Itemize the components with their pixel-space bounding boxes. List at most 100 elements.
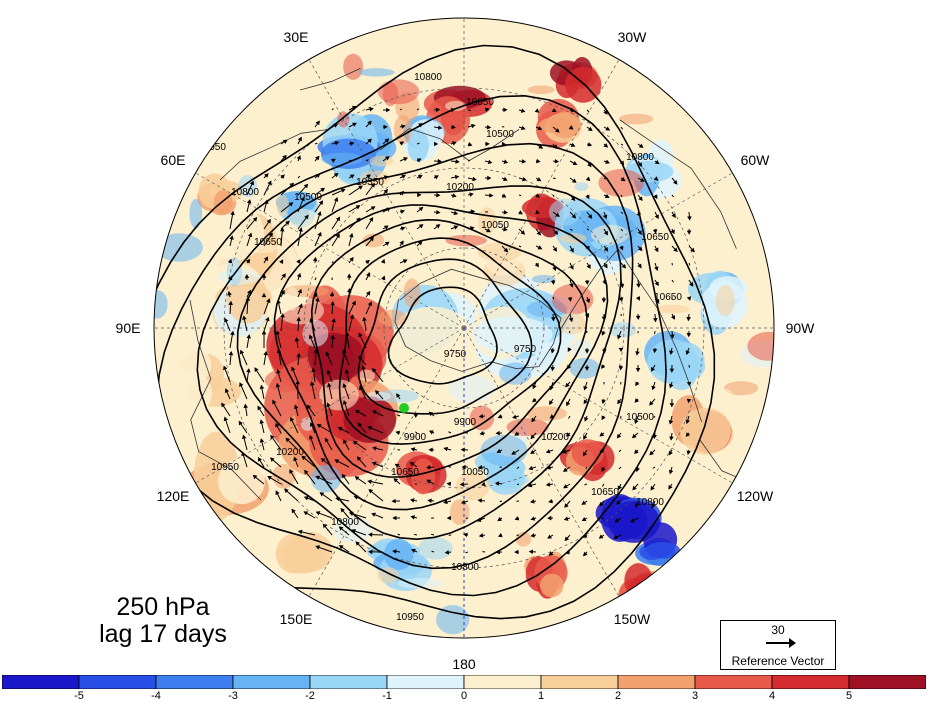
- wind-vector: [516, 483, 520, 486]
- wind-vector-head: [383, 188, 388, 194]
- wind-vector-head: [599, 502, 604, 507]
- wind-vector-head: [651, 385, 656, 391]
- wind-vector-head: [322, 523, 328, 529]
- anomaly-patch: [590, 224, 629, 245]
- wind-vector: [620, 415, 622, 419]
- wind-vector-head: [366, 272, 371, 278]
- wind-vector-head: [453, 210, 459, 216]
- longitude-label: 120W: [737, 488, 774, 504]
- wind-vector-head: [631, 433, 637, 439]
- wind-vector-head: [503, 210, 509, 215]
- wind-vector: [467, 109, 471, 112]
- wind-vector-head: [315, 511, 321, 516]
- wind-vector: [552, 296, 555, 300]
- wind-vector-head: [284, 488, 289, 494]
- contour-label: 10650: [391, 467, 419, 478]
- contour-label: 10800: [451, 562, 479, 573]
- wind-vector-head: [270, 434, 275, 440]
- wind-vector-head: [545, 482, 551, 487]
- wind-vector-head: [298, 303, 303, 309]
- reference-arrow-icon: [766, 638, 796, 648]
- wind-vector-head: [333, 197, 339, 202]
- anomaly-patch: [531, 274, 556, 284]
- wind-vector-head: [280, 313, 285, 318]
- wind-vector-head: [355, 541, 360, 546]
- wind-vector-head: [481, 481, 486, 487]
- wind-vector-head: [344, 368, 350, 374]
- wind-vector-head: [280, 174, 285, 179]
- longitude-label: 60E: [161, 152, 186, 168]
- contour-label: 10200: [541, 432, 569, 443]
- wind-vector: [552, 194, 555, 198]
- coastline: [299, 68, 361, 91]
- wind-vector-head: [496, 448, 502, 453]
- wind-vector-head: [355, 205, 361, 210]
- coastline: [379, 128, 520, 162]
- wind-vector-head: [671, 213, 676, 219]
- anomaly-patch: [383, 538, 414, 571]
- anomaly-patch: [358, 68, 395, 77]
- wind-vector-head: [352, 122, 357, 127]
- anomaly-patch: [407, 129, 429, 163]
- wind-vector-head: [385, 156, 390, 161]
- wind-vector-head: [358, 185, 363, 190]
- wind-vector-head: [245, 296, 251, 301]
- wind-vector-head: [635, 315, 641, 321]
- wind-vector-head: [288, 202, 294, 207]
- wind-vector: [518, 245, 522, 248]
- wind-vector-head: [418, 123, 424, 128]
- anomaly-patch: [302, 319, 329, 347]
- wind-vector-head: [289, 416, 295, 422]
- wind-vector: [465, 551, 469, 554]
- wind-vector-head: [687, 216, 692, 221]
- wind-vector-head: [583, 385, 588, 391]
- wind-vector-head: [546, 465, 551, 470]
- reference-vector-magnitude: 30: [771, 623, 785, 637]
- wind-vector-head: [285, 220, 290, 226]
- wind-vector: [499, 500, 503, 503]
- height-contour: [357, 258, 533, 415]
- wind-vector-head: [673, 180, 678, 185]
- anomaly-patch: [515, 531, 532, 547]
- wind-vector-head: [303, 511, 309, 516]
- wind-vector-head: [369, 236, 374, 242]
- wind-vector-head: [584, 280, 590, 285]
- wind-vector-head: [368, 549, 373, 555]
- height-contour: [387, 286, 498, 385]
- wind-vector-head: [418, 206, 424, 212]
- wind-vector-head: [634, 503, 639, 508]
- wind-vector-head: [427, 498, 432, 503]
- wind-vector-head: [635, 296, 641, 301]
- wind-vector-head: [247, 232, 253, 238]
- wind-vector-head: [630, 518, 635, 523]
- wind-vector-head: [331, 318, 336, 323]
- wind-vector-head: [531, 417, 536, 423]
- wind-vector-head: [650, 367, 656, 372]
- wind-vector: [348, 159, 352, 162]
- wind-vector-head: [535, 209, 540, 215]
- wind-vector: [314, 277, 317, 281]
- wind-vector-head: [280, 289, 285, 295]
- latitude-circle: [303, 167, 625, 489]
- wind-vector-head: [446, 515, 451, 521]
- wind-vector-head: [584, 312, 590, 318]
- contour-label: 10800: [636, 497, 664, 508]
- coastline: [394, 268, 562, 372]
- wind-vector-head: [367, 301, 373, 307]
- wind-vector-head: [552, 266, 557, 272]
- anomaly-patch: [218, 458, 265, 505]
- contour-label: 10050: [481, 220, 509, 231]
- wind-vector-head: [351, 300, 356, 306]
- anomaly-patch: [437, 164, 456, 173]
- wind-vector-head: [394, 463, 400, 468]
- wind-vector-head: [512, 414, 517, 419]
- anomaly-patch: [377, 79, 420, 105]
- wind-vector-head: [634, 419, 639, 425]
- wind-vector-head: [586, 264, 591, 269]
- colorbar-tick-label: -2: [305, 690, 315, 702]
- wind-vector-head: [245, 258, 251, 264]
- wind-vector-head: [686, 381, 692, 387]
- wind-vector-head: [669, 436, 674, 441]
- contour-label: 10500: [486, 129, 514, 140]
- wind-vector-head: [329, 291, 335, 297]
